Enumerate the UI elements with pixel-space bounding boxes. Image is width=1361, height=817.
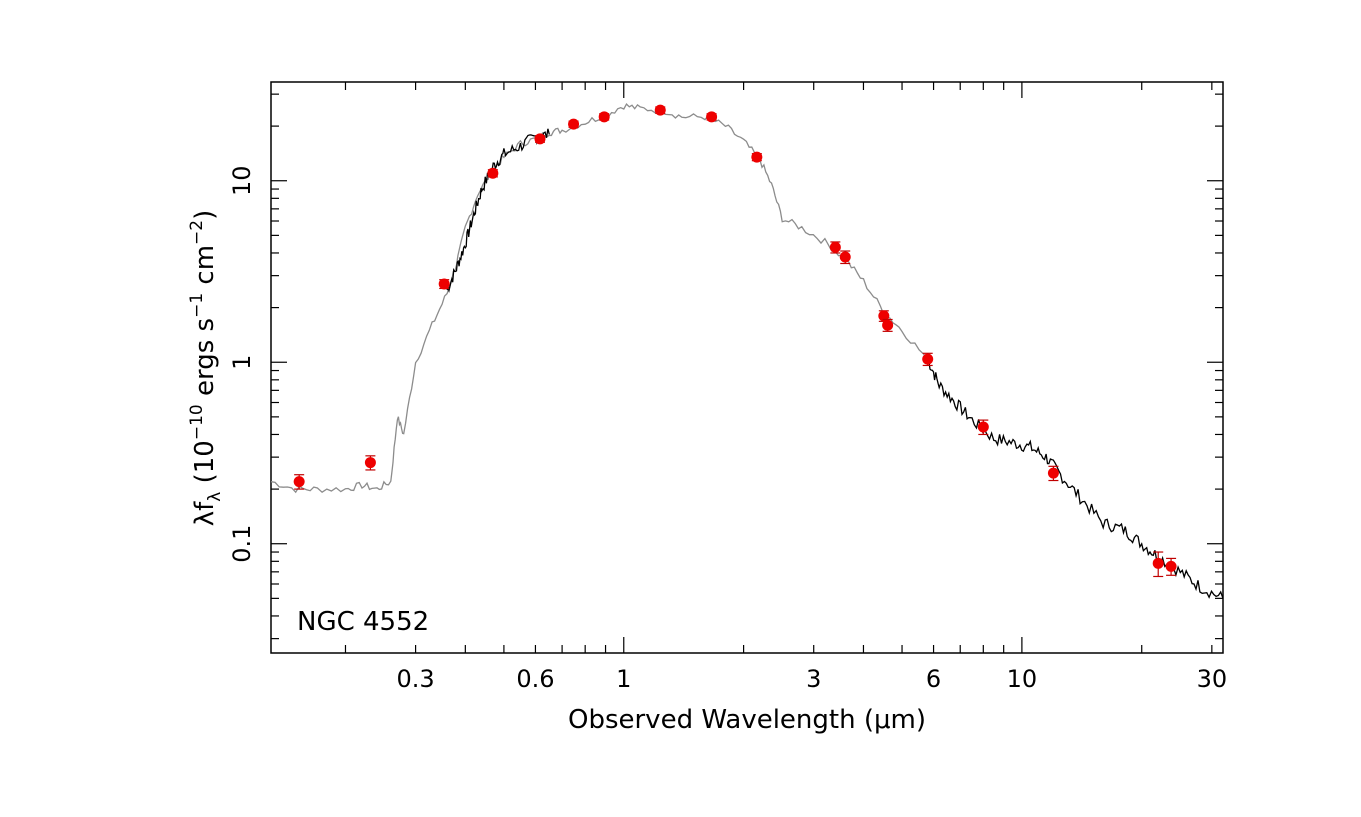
data-point [977, 421, 989, 433]
x-tick-labels: 0.3 0.6 1 3 6 10 30 [397, 665, 1228, 693]
data-point [1165, 560, 1177, 572]
y-tick-label: 0.1 [228, 525, 256, 563]
spectrum-curves [270, 103, 1224, 599]
y-tick-label: 10 [228, 165, 256, 196]
data-point [438, 278, 450, 290]
y-tick-labels: 0.1 1 10 [228, 165, 256, 562]
data-point [654, 104, 666, 116]
x-tick-label: 10 [1007, 665, 1038, 693]
y-axis-label: λfλ (10−10 ergs s−1 cm−2) [187, 210, 225, 527]
data-point [364, 457, 376, 469]
data-point [487, 167, 499, 179]
data-point [1047, 467, 1059, 479]
data-point [598, 111, 610, 123]
x-tick-label: 30 [1197, 665, 1228, 693]
plot-frame [270, 81, 1224, 654]
data-point [293, 476, 305, 488]
data-point [751, 151, 763, 163]
data-point [534, 133, 546, 145]
data-point [568, 118, 580, 130]
y-tick-label: 1 [228, 355, 256, 370]
observed-spectrum-line [446, 128, 550, 294]
observed-spectrum-line [927, 358, 1224, 599]
data-point [922, 353, 934, 365]
data-point [1152, 557, 1164, 569]
x-tick-label: 3 [806, 665, 821, 693]
x-axis-label: Observed Wavelength (μm) [568, 705, 926, 735]
axis-ticks [271, 82, 1223, 653]
data-point [878, 310, 890, 322]
photometry-points [293, 104, 1177, 578]
data-point [882, 319, 894, 331]
x-tick-label: 0.6 [516, 665, 554, 693]
model-spectrum-line [270, 103, 929, 494]
x-tick-label: 1 [616, 665, 631, 693]
data-point [839, 251, 851, 263]
object-annotation: NGC 4552 [297, 607, 429, 637]
data-point [829, 241, 841, 253]
x-tick-label: 0.3 [397, 665, 435, 693]
x-tick-label: 6 [926, 665, 941, 693]
data-point [706, 111, 718, 123]
